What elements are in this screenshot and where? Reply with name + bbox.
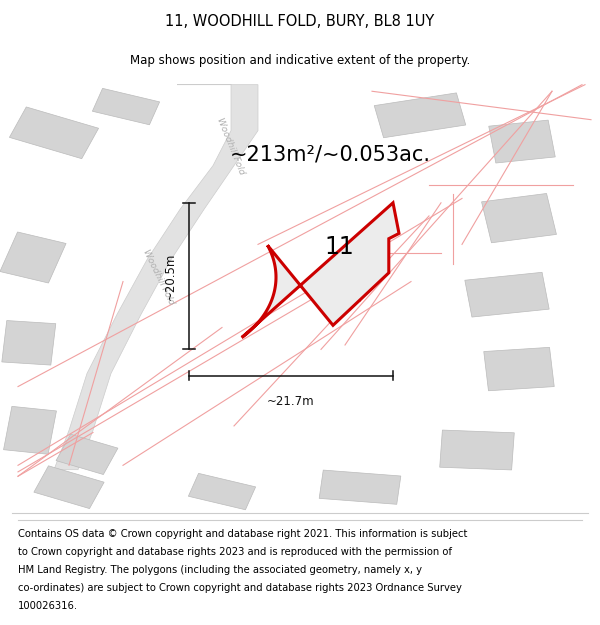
Polygon shape xyxy=(4,406,56,454)
Text: ~21.7m: ~21.7m xyxy=(267,396,315,408)
Polygon shape xyxy=(489,120,555,163)
Polygon shape xyxy=(92,88,160,125)
Text: Contains OS data © Crown copyright and database right 2021. This information is : Contains OS data © Crown copyright and d… xyxy=(18,529,467,539)
Polygon shape xyxy=(56,434,118,474)
Text: Map shows position and indicative extent of the property.: Map shows position and indicative extent… xyxy=(130,54,470,68)
Text: 100026316.: 100026316. xyxy=(18,601,78,611)
Text: ~20.5m: ~20.5m xyxy=(164,253,177,300)
Polygon shape xyxy=(465,272,549,317)
Text: Woodhill Fold: Woodhill Fold xyxy=(142,248,176,306)
Polygon shape xyxy=(440,430,514,470)
Text: to Crown copyright and database rights 2023 and is reproduced with the permissio: to Crown copyright and database rights 2… xyxy=(18,547,452,557)
Text: 11, WOODHILL FOLD, BURY, BL8 1UY: 11, WOODHILL FOLD, BURY, BL8 1UY xyxy=(166,14,434,29)
Polygon shape xyxy=(34,466,104,509)
Polygon shape xyxy=(54,84,258,470)
Text: Woodhill Fold: Woodhill Fold xyxy=(215,116,247,176)
Polygon shape xyxy=(319,470,401,504)
Text: HM Land Registry. The polygons (including the associated geometry, namely x, y: HM Land Registry. The polygons (includin… xyxy=(18,565,422,575)
Polygon shape xyxy=(242,202,399,338)
Polygon shape xyxy=(484,348,554,391)
Polygon shape xyxy=(0,232,66,283)
Text: co-ordinates) are subject to Crown copyright and database rights 2023 Ordnance S: co-ordinates) are subject to Crown copyr… xyxy=(18,583,462,593)
Text: 11: 11 xyxy=(324,234,354,259)
Text: ~213m²/~0.053ac.: ~213m²/~0.053ac. xyxy=(229,144,431,164)
Polygon shape xyxy=(482,194,556,242)
Polygon shape xyxy=(374,93,466,138)
Polygon shape xyxy=(2,321,56,365)
Polygon shape xyxy=(10,107,98,159)
Polygon shape xyxy=(188,473,256,510)
